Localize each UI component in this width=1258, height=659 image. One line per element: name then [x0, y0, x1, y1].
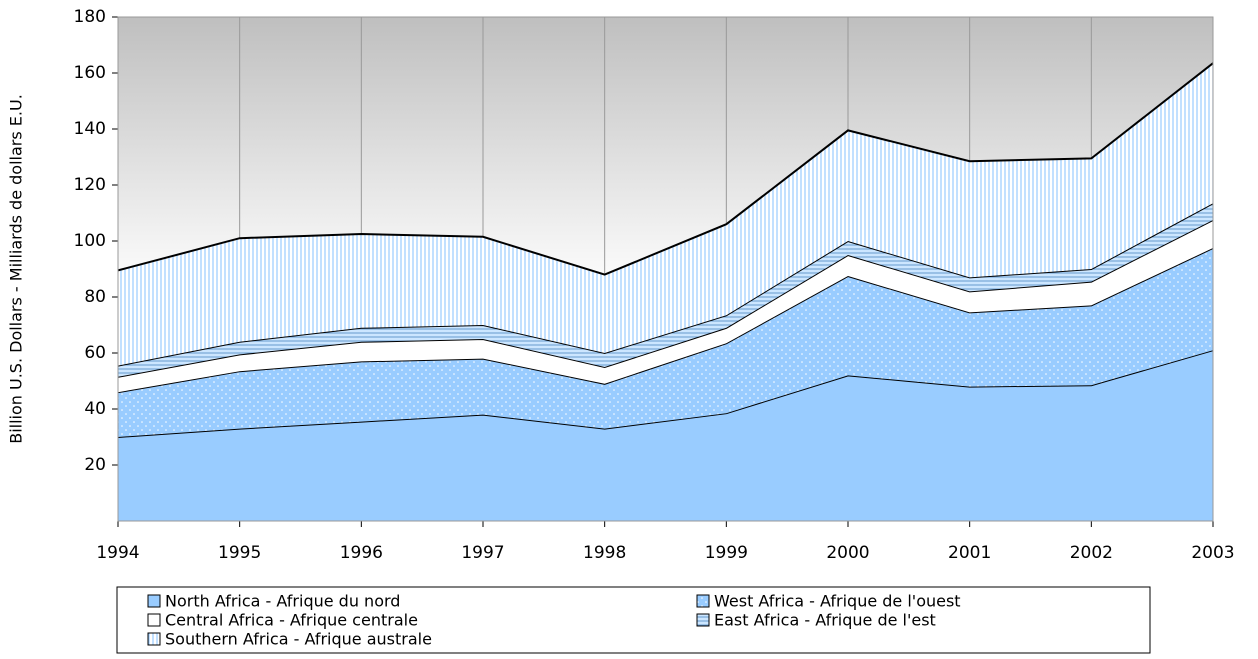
legend-label: North Africa - Afrique du nord — [165, 592, 400, 611]
x-tick-label: 1997 — [461, 543, 504, 563]
x-tick-label: 2003 — [1191, 543, 1234, 563]
x-tick-label: 1995 — [218, 543, 261, 563]
legend-label: West Africa - Afrique de l'ouest — [714, 592, 961, 611]
area — [118, 350, 1213, 521]
x-tick-label: 1996 — [340, 543, 383, 563]
area — [118, 203, 1213, 377]
legend-label: Southern Africa - Afrique australe — [165, 630, 432, 649]
legend-swatch — [147, 632, 161, 646]
y-tick-label: 140 — [74, 119, 106, 139]
y-axis-label: Billion U.S. Dollars - Milliards de doll… — [7, 94, 26, 444]
legend-label: East Africa - Afrique de l'est — [714, 611, 936, 630]
x-tick-label: 2002 — [1070, 543, 1113, 563]
area — [118, 63, 1213, 366]
legend-box — [116, 586, 1151, 654]
y-tick-label: 160 — [74, 63, 106, 83]
area — [118, 220, 1213, 393]
legend-swatch — [696, 613, 710, 627]
x-tick-label: 1994 — [96, 543, 139, 563]
legend-swatch — [696, 594, 710, 608]
x-tick-label: 2001 — [948, 543, 991, 563]
legend-swatch — [147, 594, 161, 608]
y-tick-label: 60 — [84, 343, 106, 363]
plot-border — [117, 16, 1214, 522]
y-tick-label: 180 — [74, 7, 106, 27]
area-edge — [117, 62, 1214, 276]
y-tick-label: 20 — [84, 455, 106, 475]
y-tick-label: 40 — [84, 399, 106, 419]
y-tick-label: 120 — [74, 175, 106, 195]
y-tick-label: 100 — [74, 231, 106, 251]
legend-swatch — [147, 613, 161, 627]
x-tick-label: 2000 — [826, 543, 869, 563]
x-tick-label: 1998 — [583, 543, 626, 563]
x-tick-label: 1999 — [705, 543, 748, 563]
y-tick-label: 80 — [84, 287, 106, 307]
area — [118, 248, 1213, 437]
legend-label: Central Africa - Afrique centrale — [165, 611, 418, 630]
